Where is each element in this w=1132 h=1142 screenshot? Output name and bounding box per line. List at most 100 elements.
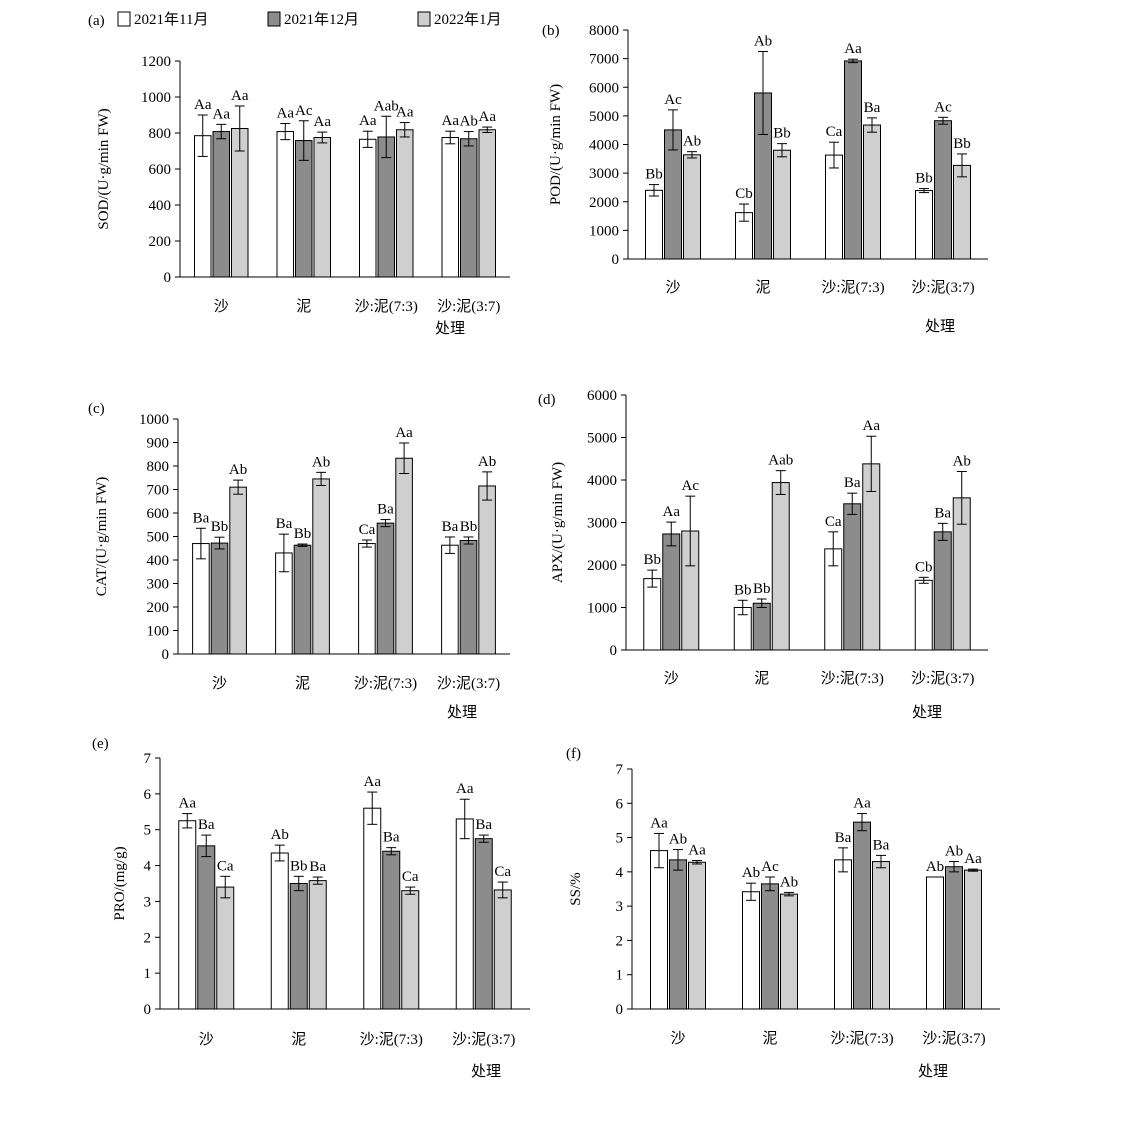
pod-bar	[645, 189, 663, 260]
ss-y-tick-label: 3	[616, 899, 624, 915]
cat-bar-label: Ba	[193, 510, 210, 526]
sod-bar-label: Aa	[314, 114, 332, 130]
apx-bar-label: Ba	[844, 475, 861, 491]
pro-bar	[493, 889, 512, 1010]
ss-y-tick-label: 0	[616, 1002, 624, 1018]
ss-bar	[926, 876, 944, 1010]
ss-bar	[688, 861, 706, 1010]
apx-bar	[933, 531, 952, 651]
cat-y-tick-label: 500	[147, 530, 170, 546]
cat-x-tick-label: 沙:泥(3:7)	[437, 675, 500, 692]
cat-bar	[210, 542, 229, 655]
pod-x-tick-label: 沙:泥(3:7)	[911, 279, 974, 296]
apx-y-axis-label: APX/(U·g/min FW)	[550, 462, 566, 583]
cat-y-tick-label: 300	[147, 577, 170, 593]
pro-bar-label: Ca	[494, 864, 511, 880]
ss-bar	[945, 866, 963, 1010]
ss-bar	[834, 859, 852, 1010]
ss-bar-label: Ac	[761, 859, 779, 875]
cat-bar	[395, 457, 413, 655]
apx-bar	[643, 578, 662, 651]
pro-y-tick-label: 6	[144, 787, 152, 803]
legend-label-dec: 2021年12月	[284, 11, 359, 28]
cat-x-tick-label: 沙	[212, 676, 227, 692]
cat-y-axis-label: CAT/(U·g/min FW)	[94, 477, 110, 597]
pod-y-tick-label: 2000	[589, 195, 619, 211]
pro-y-tick-label: 1	[144, 966, 152, 982]
cat-bar	[459, 539, 478, 655]
pro-y-tick-label: 3	[144, 894, 152, 910]
sod-y-tick-label: 1000	[141, 90, 171, 106]
sod-bar	[276, 131, 294, 278]
pod-y-axis-label: POD/(U·g/min FW)	[548, 84, 564, 205]
pod-x-tick-label: 沙	[665, 280, 680, 296]
ss-bar-label: Ab	[945, 844, 963, 860]
pod-x-axis-label: 处理	[925, 318, 955, 335]
cat-y-tick-label: 1000	[139, 412, 169, 428]
apx-y-tick-label: 5000	[587, 431, 617, 447]
sod-bar-label: Aab	[374, 98, 399, 114]
sod-y-tick-label: 200	[149, 234, 172, 250]
pod-bar-label: Cb	[735, 186, 753, 202]
pro-bar	[401, 890, 420, 1010]
cat-y-tick-label: 900	[147, 436, 170, 452]
apx-panel-label: (d)	[538, 392, 556, 408]
pod-bar-label: Aa	[844, 41, 862, 57]
pro-bar	[308, 880, 327, 1010]
apx-x-tick-label: 沙	[664, 671, 679, 687]
pod-bar	[915, 190, 933, 260]
sod-bar-label: Aa	[277, 105, 295, 121]
apx-x-tick-label: 泥	[754, 670, 769, 687]
pod-bar-label: Bb	[915, 171, 933, 187]
pro-y-tick-label: 5	[144, 823, 152, 839]
cat-y-tick-label: 700	[147, 483, 170, 499]
pod-x-tick-label: 泥	[755, 279, 770, 296]
pod-bar-label: Ac	[934, 99, 952, 115]
ss-bar-label: Ab	[742, 865, 760, 881]
pro-bar	[178, 820, 197, 1010]
ss-x-tick-label: 沙	[670, 1031, 685, 1047]
cat-bar	[376, 522, 395, 655]
pod-bar	[825, 154, 843, 260]
sod-bar	[396, 129, 414, 278]
sod-bar-label: Aa	[396, 105, 414, 121]
ss-bar-label: Ab	[926, 859, 944, 875]
sod-y-tick-label: 400	[149, 198, 172, 214]
pro-x-tick-label: 沙	[199, 1032, 214, 1048]
ss-bar-label: Ba	[873, 837, 890, 853]
pro-x-axis-label: 处理	[471, 1063, 501, 1080]
ss-y-tick-label: 2	[616, 933, 624, 949]
ss-bar	[761, 883, 779, 1010]
ss-x-tick-label: 沙:泥(3:7)	[922, 1030, 985, 1047]
ss-bar	[669, 859, 687, 1010]
cat-bar-label: Bb	[211, 519, 229, 535]
apx-x-axis-label: 处理	[912, 704, 942, 721]
sod-bar-label: Aa	[479, 109, 497, 125]
apx-y-tick-label: 2000	[587, 558, 617, 574]
legend-label-nov: 2021年11月	[134, 11, 208, 28]
sod-y-axis-label: SOD/(U·g/min FW)	[96, 108, 112, 229]
cat-y-tick-label: 400	[147, 553, 170, 569]
ss-bar	[650, 850, 668, 1010]
ss-bar	[964, 869, 982, 1010]
apx-x-tick-label: 沙:泥(7:3)	[821, 670, 884, 687]
apx-bar-label: Ca	[825, 514, 842, 530]
ss-x-axis-label: 处理	[918, 1063, 948, 1080]
cat-panel-label: (c)	[88, 401, 105, 417]
cat-y-tick-label: 800	[147, 459, 170, 475]
sod-x-tick-label: 泥	[296, 298, 311, 315]
cat-bar-label: Bb	[294, 526, 312, 542]
apx-bar	[843, 503, 862, 651]
pro-bar	[382, 850, 401, 1010]
pro-bar	[270, 852, 289, 1010]
ss-bar-label: Ab	[669, 832, 687, 848]
ss-bar-label: Ba	[835, 830, 852, 846]
pro-y-tick-label: 2	[144, 930, 152, 946]
sod-y-tick-label: 600	[149, 162, 172, 178]
ss-bar	[742, 891, 760, 1010]
ss-y-tick-label: 5	[616, 831, 624, 847]
pod-bar	[683, 154, 701, 260]
sod-x-tick-label: 沙	[214, 299, 229, 315]
ss-bar	[872, 861, 890, 1010]
